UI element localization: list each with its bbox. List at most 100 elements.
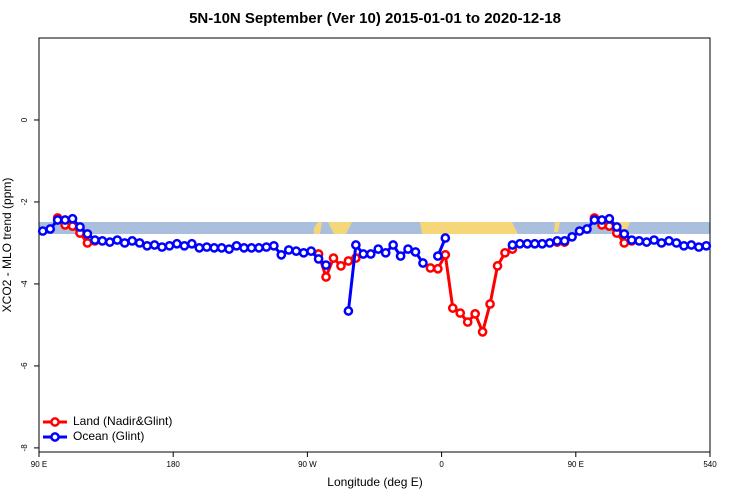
- data-point: [119, 238, 130, 248]
- data-point: [336, 261, 346, 271]
- data-point: [656, 238, 667, 248]
- data-point: [201, 242, 212, 252]
- data-point: [388, 240, 398, 250]
- data-point: [485, 299, 495, 309]
- data-point: [619, 229, 630, 239]
- data-point: [403, 244, 413, 254]
- data-point: [343, 306, 354, 316]
- data-point: [641, 237, 652, 247]
- data-point: [157, 242, 167, 252]
- data-point: [701, 240, 712, 251]
- data-point: [254, 243, 264, 253]
- data-point: [343, 256, 354, 266]
- data-point: [410, 247, 421, 257]
- data-point: [559, 236, 570, 246]
- land-strip: [328, 222, 352, 234]
- legend-marker: [50, 432, 60, 442]
- data-point: [693, 242, 704, 252]
- data-point: [276, 249, 287, 260]
- data-point: [440, 249, 451, 260]
- chart-title: 5N-10N September (Ver 10) 2015-01-01 to …: [189, 10, 561, 27]
- y-tick-label: -8: [20, 444, 29, 452]
- data-point: [425, 263, 436, 273]
- data-point: [373, 244, 384, 254]
- data-point: [179, 240, 190, 251]
- data-point: [351, 240, 361, 250]
- data-point: [142, 240, 152, 251]
- x-tick-label: 180: [167, 460, 181, 469]
- data-point: [619, 238, 630, 248]
- data-point: [82, 238, 93, 248]
- data-point: [440, 233, 451, 243]
- data-point: [67, 213, 78, 224]
- data-point: [149, 240, 160, 250]
- data-point: [582, 224, 592, 234]
- data-point: [477, 327, 488, 337]
- data-point: [321, 272, 331, 282]
- data-point: [328, 253, 339, 263]
- y-tick-label: 0: [20, 117, 29, 122]
- data-point: [186, 238, 197, 249]
- data-point: [82, 229, 93, 239]
- data-point: [298, 247, 309, 258]
- data-point: [194, 243, 205, 253]
- x-axis-label: Longitude (deg E): [327, 475, 422, 489]
- data-point: [134, 238, 145, 248]
- data-point: [664, 236, 674, 246]
- land-strip: [420, 222, 518, 234]
- data-point: [231, 240, 242, 251]
- data-point: [544, 238, 555, 248]
- data-point: [634, 236, 645, 246]
- data-point: [507, 240, 518, 250]
- data-point: [552, 236, 563, 246]
- x-tick-label: 90 E: [31, 460, 47, 469]
- data-point: [37, 226, 48, 236]
- legend-marker: [50, 417, 60, 427]
- data-point: [447, 303, 458, 313]
- land-strip: [554, 222, 560, 232]
- data-point: [492, 261, 503, 271]
- data-point: [604, 213, 615, 224]
- data-point: [537, 238, 548, 249]
- data-point: [52, 215, 63, 225]
- data-point: [515, 238, 525, 249]
- data-point: [626, 235, 637, 245]
- data-point: [269, 240, 279, 251]
- data-point: [611, 222, 622, 232]
- data-point: [60, 215, 70, 225]
- data-point: [75, 222, 85, 232]
- data-point: [164, 240, 175, 251]
- x-tick-label: 540: [703, 460, 717, 469]
- data-point: [433, 263, 443, 274]
- data-point: [365, 249, 376, 259]
- data-point: [462, 317, 473, 327]
- data-point: [500, 247, 510, 258]
- y-tick-label: -2: [20, 198, 29, 206]
- data-point: [686, 240, 697, 250]
- x-tick-label: 90 E: [568, 460, 584, 469]
- series-line: [56, 216, 633, 337]
- data-point: [358, 249, 369, 259]
- legend-label: Ocean (Glint): [73, 429, 144, 443]
- data-point: [283, 245, 294, 255]
- x-tick-label: 0: [439, 460, 444, 469]
- ocean-strip: [39, 222, 710, 234]
- y-tick-label: -6: [20, 362, 29, 370]
- data-point: [239, 243, 249, 253]
- data-point: [597, 215, 607, 225]
- y-tick-label: -4: [20, 280, 29, 288]
- data-point: [522, 238, 533, 249]
- data-point: [112, 235, 123, 245]
- data-point: [470, 309, 480, 319]
- data-point: [567, 231, 577, 242]
- data-point: [574, 226, 585, 236]
- land-strip: [314, 222, 322, 234]
- data-point: [224, 244, 234, 254]
- data-point: [433, 251, 443, 261]
- data-point: [418, 258, 428, 268]
- data-point: [649, 235, 659, 245]
- data-point: [395, 251, 406, 261]
- data-point: [679, 240, 689, 251]
